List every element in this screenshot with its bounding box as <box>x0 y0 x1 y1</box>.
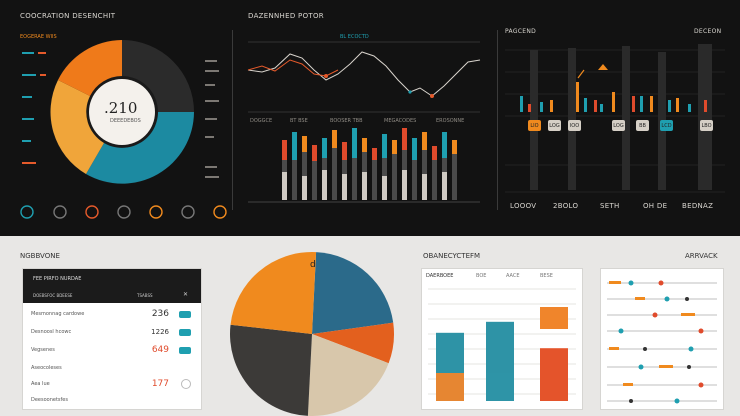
donut-icons <box>20 205 227 219</box>
row-label: Vegsenes <box>31 347 55 353</box>
top-left-title: COOCRATION DESENCHIT <box>20 12 116 20</box>
light-dashboard: NGBBVONE OBANECYCTEFM ARRVACK FEE PIRFO … <box>0 236 740 416</box>
table-row[interactable]: Vegsenes 649 <box>23 343 201 357</box>
pie-chart <box>230 252 394 416</box>
table-row[interactable]: Desnoosl hcowc 1226 <box>23 325 201 339</box>
right-label: OH DE <box>643 202 668 210</box>
metric-pill[interactable]: LBO <box>700 120 713 131</box>
donut-subtitle: EOGERAE WIIS <box>20 34 57 40</box>
bottom-right-title: ARRVACK <box>685 252 718 260</box>
top-right-title-1: PAGCEND <box>505 28 537 35</box>
teal-tag-icon <box>179 310 191 318</box>
bar-card-header: DAERBOEE <box>426 273 454 279</box>
row-label: Deesoonetsfes <box>31 397 68 403</box>
pie-label: d <box>310 260 316 270</box>
bar-header: BOOSER TBB <box>330 118 363 124</box>
donut-chart <box>50 40 194 184</box>
timeline-graphic <box>607 280 717 404</box>
divider <box>232 30 233 210</box>
top-center-title: DAZENNHED POTOR <box>248 12 324 20</box>
pie-slice <box>312 252 394 334</box>
table-row[interactable]: Aseocoleses <box>23 361 201 375</box>
metric-pill[interactable]: LCD <box>660 120 673 131</box>
top-bar-chart <box>248 128 480 203</box>
dark-dashboard: COOCRATION DESENCHIT DAZENNHED POTOR PAG… <box>0 0 740 236</box>
donut-center-caption: DEEEDEBOS <box>110 118 141 124</box>
card-header: FEE PIRFO NURDAE DOEBSFOC BDEESE TSABSS … <box>23 269 201 303</box>
right-column-chart <box>505 44 725 193</box>
row-label: Desnoosl hcowc <box>31 329 72 335</box>
row-value: 177 <box>151 379 169 389</box>
pie-slice <box>307 334 389 416</box>
metric-pill[interactable]: LOG <box>612 120 625 131</box>
row-value: 1226 <box>151 328 169 336</box>
top-right-title-2: DECEON <box>694 28 722 35</box>
teal-tag-icon <box>179 346 191 354</box>
metric-pill[interactable]: IOO <box>568 120 581 131</box>
bar-chart <box>428 288 576 401</box>
row-label: Aea lue <box>31 381 50 387</box>
divider <box>497 30 498 210</box>
teal-tag-icon <box>179 328 191 336</box>
metrics-card: FEE PIRFO NURDAE DOEBSFOC BDEESE TSABSS … <box>22 268 202 410</box>
bottom-center-title: OBANECYCTEFM <box>423 252 481 260</box>
bar <box>540 307 568 329</box>
right-label: BEDNAZ <box>682 202 714 210</box>
bar-header: DOGGCE <box>250 118 273 124</box>
right-label: SETH <box>600 202 620 210</box>
bar-card-header: AACE <box>506 273 520 279</box>
bar-card-header: BOE <box>476 273 487 279</box>
pie-slice <box>230 324 312 416</box>
card-subtitle: DOEBSFOC BDEESE <box>33 293 73 298</box>
table-row[interactable]: Deesoonetsfes <box>23 393 201 407</box>
row-label: Mesmonnag cardowe <box>31 311 85 317</box>
bar-annotation: BEE 2ER <box>542 335 564 341</box>
bar-header: EROSONNE <box>436 118 465 124</box>
bar-segment <box>486 373 514 401</box>
bottom-left-title: NGBBVONE <box>20 252 60 260</box>
table-row[interactable]: Mesmonnag cardowe 236 <box>23 307 201 321</box>
radio-icon[interactable] <box>181 379 191 389</box>
pie-slice <box>230 252 317 334</box>
timeline-card <box>600 268 724 410</box>
dark-dashboard-graphics <box>20 40 725 219</box>
line-chart-caption: BL ECOCTD <box>340 34 369 40</box>
row-value: 649 <box>151 345 169 355</box>
bar-header: BT BSE <box>290 118 308 124</box>
right-label: 2BOLO <box>553 202 579 210</box>
metric-pill[interactable]: LIO <box>528 120 541 131</box>
bar-header: MEGACODES <box>384 118 417 124</box>
card-title: FEE PIRFO NURDAE <box>33 276 82 282</box>
metric-pill[interactable]: BB <box>636 120 649 131</box>
card-status: TSABSS <box>137 293 153 298</box>
table-row[interactable]: Aea lue 177 <box>23 377 201 391</box>
metric-pill[interactable]: LOG <box>548 120 561 131</box>
row-label: Aseocoleses <box>31 365 62 371</box>
bar-card-header: BESE <box>540 273 553 279</box>
close-icon[interactable]: ✕ <box>183 291 189 298</box>
pie-slice <box>312 322 394 364</box>
line-chart <box>247 41 481 113</box>
right-label: LOOOV <box>510 202 537 210</box>
bar-chart-card: DAERBOEE BOE AACE BESE BEE 2ER <box>421 268 583 410</box>
bar-segment <box>436 373 464 401</box>
bar-segment <box>540 373 568 401</box>
donut-center-value: .210 <box>104 99 138 117</box>
row-value: 236 <box>151 309 169 319</box>
